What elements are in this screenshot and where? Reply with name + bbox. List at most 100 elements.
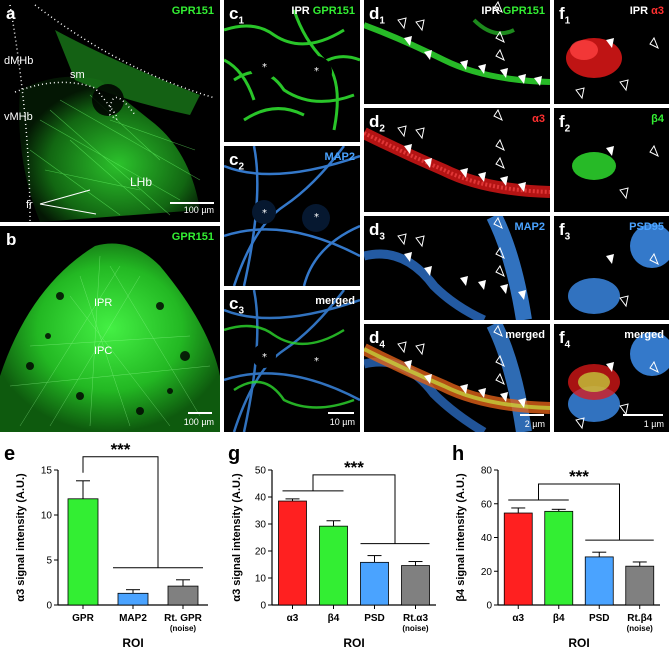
y-tick-label: 40 [481, 533, 493, 544]
x-tick-label: MAP2 [119, 613, 147, 624]
stain-label-f4: merged [624, 329, 664, 341]
scale-bar-d4 [520, 414, 544, 416]
sig-bracket [538, 483, 620, 541]
f2-beta4-image [572, 144, 659, 200]
x-tick-label: Rt.β4 [627, 613, 652, 624]
scale-bar-b [188, 412, 212, 414]
stain-label-d1: IPR GPR151 [481, 5, 545, 17]
panel-label-d1: d1 [369, 4, 385, 27]
f1-alpha3-image [566, 36, 659, 100]
scale-text-b: 100 µm [183, 417, 214, 427]
x-axis-label: ROI [122, 636, 143, 650]
panel-f1-micrograph: f1 IPR α3 [554, 0, 669, 104]
panel-d1-micrograph: d1 IPR GPR151 [364, 0, 550, 104]
stain-label-f2: β4 [651, 113, 664, 125]
region-lhb: LHb [130, 175, 153, 189]
panel-label-f2: f2 [559, 112, 571, 135]
y-tick-label: 80 [481, 466, 493, 477]
svg-text:*: * [262, 352, 267, 363]
bar-PSD [360, 561, 389, 606]
habenula-gpr151-image [9, 4, 216, 222]
region-dmhb: dMHb [4, 55, 34, 67]
x-tick-label: PSD [364, 613, 385, 624]
stain-label-gpr151: GPR151 [171, 5, 214, 17]
panel-b-micrograph: b GPR151 IPR IPC 100 µm [0, 226, 220, 432]
region-vmhb: vMHb [4, 111, 33, 123]
d2-alpha3-image [364, 108, 550, 198]
y-tick-label: 10 [255, 574, 267, 585]
scale-bar-f4 [623, 414, 663, 416]
sig-bracket [82, 456, 159, 568]
panel-label-c1: c1 [229, 4, 245, 27]
panel-label-a: a [6, 4, 16, 23]
svg-text:*: * [314, 356, 319, 367]
y-tick-label: 0 [46, 601, 52, 612]
stain-label-c3: merged [315, 295, 355, 307]
panel-c2-micrograph: * * c2 MAP2 [224, 146, 360, 286]
region-sm: sm [70, 69, 85, 81]
x-tick-note: (noise) [627, 624, 654, 633]
x-tick-label: Rt. GPR [164, 613, 203, 624]
svg-text:*: * [262, 62, 267, 73]
scale-text-d4: 2 µm [524, 419, 545, 429]
ipn-gpr151-image [0, 243, 220, 432]
y-tick-label: 0 [260, 601, 266, 612]
y-axis-label: α3 signal intensity (A.U.) [231, 473, 243, 602]
panel-f2-micrograph: f2 β4 [554, 108, 669, 212]
panel-label-d4: d4 [369, 328, 385, 351]
stain-label-d3: MAP2 [514, 221, 545, 233]
significance-marker: *** [569, 467, 589, 486]
x-tick-label: Rt.α3 [403, 613, 428, 624]
chart-e: e 0 5 10 15 α3 signal intensity (A.U.) GPR MAP2… [4, 440, 208, 650]
y-tick-label: 30 [255, 520, 267, 531]
y-tick-label: 10 [41, 511, 53, 522]
d4-merged-image [364, 324, 550, 432]
panel-label-c2: c2 [229, 150, 245, 173]
c3-merged-image: * * [224, 290, 360, 432]
y-tick-label: 40 [255, 493, 267, 504]
panel-f4-micrograph: f4 merged 1 µm [554, 324, 669, 432]
svg-text:*: * [314, 66, 319, 77]
scale-text-c3: 10 µm [329, 417, 355, 427]
panel-f3-micrograph: f3 PSD95 [554, 216, 669, 320]
stain-label-c1: IPR GPR151 [291, 5, 355, 17]
panel-label-h: h [452, 443, 464, 465]
d1-gpr151-image [364, 0, 550, 86]
panel-d4-micrograph: d4 merged 2 µm [364, 324, 550, 432]
svg-text:*: * [314, 212, 319, 223]
bar-GPR [67, 498, 99, 606]
panel-label-c3: c3 [229, 294, 245, 317]
scale-bar-c3 [328, 412, 354, 414]
y-axis-label: β4 signal intensity (A.U.) [455, 473, 467, 602]
x-tick-label: β4 [553, 613, 565, 624]
x-tick-label: α3 [287, 613, 299, 624]
y-tick-label: 20 [255, 547, 267, 558]
x-tick-label: α3 [512, 613, 524, 624]
significance-marker: *** [344, 458, 364, 477]
panel-c3-micrograph: * * c3 merged 10 µm [224, 290, 360, 432]
scale-text-f4: 1 µm [643, 419, 664, 429]
region-fr: fr [26, 199, 33, 211]
y-tick-label: 20 [481, 567, 493, 578]
sig-bracket [312, 474, 396, 544]
c1-gpr151-image: * * [224, 9, 360, 131]
c2-map2-image: * * [224, 146, 360, 286]
stain-label-f3: PSD95 [629, 221, 664, 233]
scale-bar-a [170, 202, 214, 204]
y-tick-label: 5 [46, 556, 52, 567]
y-tick-label: 60 [481, 499, 493, 510]
svg-text:*: * [262, 208, 267, 219]
x-tick-label: GPR [72, 613, 94, 624]
x-tick-note: (noise) [170, 624, 197, 633]
y-axis-label: α3 signal intensity (A.U.) [15, 473, 27, 602]
x-axis-label: ROI [568, 636, 589, 650]
bar-α3 [278, 500, 307, 606]
panel-a-micrograph: a GPR151 dMHb sm vMHb LHb fr 100 µm [0, 0, 220, 222]
bar-MAP2 [117, 592, 149, 606]
panel-c1-micrograph: * * c1 IPR GPR151 [224, 0, 360, 142]
panel-label-f3: f3 [559, 220, 571, 243]
panel-d2-micrograph: d2 α3 [364, 108, 550, 212]
region-ipr: IPR [94, 297, 113, 309]
f4-merged-image [568, 332, 669, 430]
panel-label-f4: f4 [559, 328, 571, 351]
